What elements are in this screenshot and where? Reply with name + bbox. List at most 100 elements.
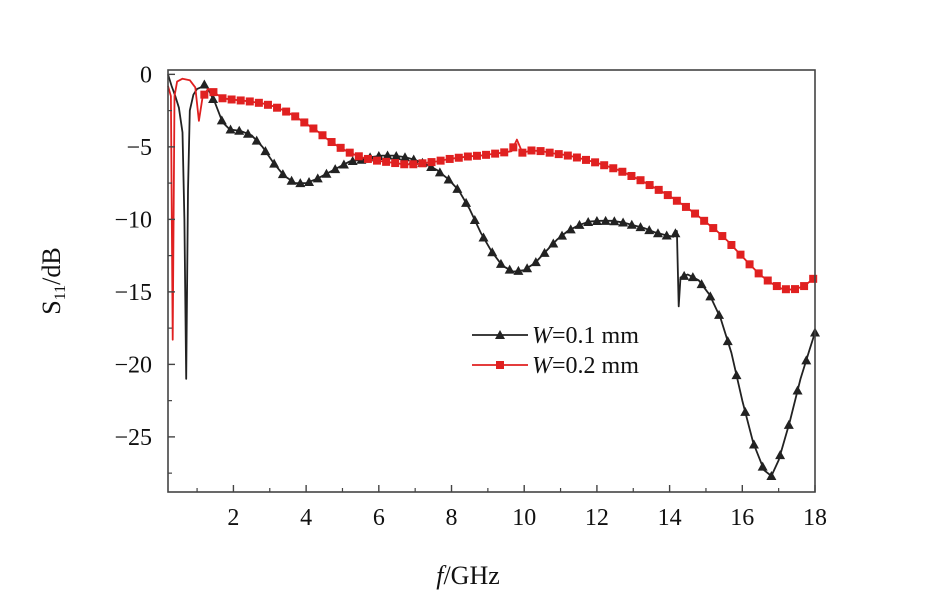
data-point (709, 224, 718, 233)
data-point (373, 156, 382, 165)
data-point (635, 222, 646, 232)
x-tick-label: 10 (512, 505, 536, 531)
data-point (600, 215, 611, 225)
data-point (527, 146, 536, 155)
data-point (443, 174, 454, 184)
data-point (548, 238, 559, 248)
data-point (663, 191, 672, 200)
data-point (545, 148, 554, 157)
data-point (763, 276, 772, 285)
data-point (539, 247, 550, 257)
data-point (618, 167, 627, 176)
x-axis-label: f/GHz (436, 561, 500, 590)
data-point (491, 149, 500, 158)
data-point (800, 282, 809, 291)
data-point (591, 158, 600, 167)
data-point (391, 159, 400, 168)
y-tick-label: −20 (114, 352, 152, 378)
data-point (382, 157, 391, 166)
legend-label-value: =0.2 mm (552, 353, 639, 379)
data-point (338, 159, 349, 169)
data-point (731, 370, 742, 380)
y-axis-label: S11/dB (37, 247, 69, 314)
data-point (504, 264, 515, 274)
data-point (218, 94, 227, 103)
data-point (781, 285, 790, 294)
series-2 (167, 77, 818, 341)
data-point (461, 197, 472, 207)
data-point (792, 385, 803, 395)
data-point (312, 173, 323, 183)
data-point (400, 160, 409, 169)
data-point (500, 148, 509, 157)
legend-label-value: =0.1 mm (552, 323, 639, 349)
data-point (626, 219, 637, 229)
data-point (482, 150, 491, 159)
series-layer (167, 74, 820, 481)
data-point (209, 88, 218, 97)
data-point (418, 159, 427, 168)
data-point (661, 230, 672, 240)
data-point (478, 232, 489, 242)
data-point (321, 168, 332, 178)
x-tick-label: 18 (803, 505, 827, 531)
data-point (775, 450, 786, 460)
data-point (644, 225, 655, 235)
data-point (522, 263, 533, 273)
data-point (687, 272, 698, 282)
data-point (652, 228, 663, 238)
data-point (736, 250, 745, 259)
data-point (600, 161, 609, 170)
data-point (740, 406, 751, 416)
x-tick-label: 4 (300, 505, 312, 531)
data-point (199, 79, 210, 89)
data-point (557, 230, 568, 240)
data-point (718, 232, 727, 241)
data-point (700, 216, 709, 225)
data-point (269, 158, 280, 168)
legend: W=0.1 mmW=0.2 mm (472, 323, 639, 379)
data-point (583, 217, 594, 227)
data-point (227, 95, 236, 104)
x-tick-label: 16 (730, 505, 754, 531)
data-point (513, 265, 524, 275)
data-point (745, 260, 754, 269)
axis-layer: 2 4 6 8 10 12 14 16 18 0 −5 −10 −15 −20 −25 (114, 62, 827, 531)
data-point (382, 150, 393, 160)
data-point (801, 355, 812, 365)
data-point (509, 143, 518, 152)
x-axis-label-var: f (436, 561, 447, 590)
data-point (354, 152, 363, 161)
data-point (772, 282, 781, 291)
data-point (563, 151, 572, 160)
data-point (654, 185, 663, 194)
data-point (574, 219, 585, 229)
data-point (345, 148, 354, 157)
data-point (572, 153, 581, 162)
data-point (679, 270, 690, 280)
y-tick-label: −10 (114, 207, 152, 233)
data-point (463, 152, 472, 161)
x-tick-label: 6 (373, 505, 385, 531)
data-point (291, 112, 300, 121)
x-axis-label-unit: /GHz (443, 561, 499, 590)
data-point (554, 150, 563, 159)
data-point (645, 181, 654, 190)
y-tick-label: −15 (114, 280, 152, 306)
data-point (705, 291, 716, 301)
data-point (565, 224, 576, 234)
data-point (309, 124, 318, 133)
y-tick-label: −25 (114, 425, 152, 451)
data-point (427, 158, 436, 167)
x-tick-label: 8 (446, 505, 458, 531)
legend-label: W=0.2 mm (532, 353, 639, 379)
data-point (399, 152, 410, 162)
data-point (245, 97, 254, 106)
data-point (330, 164, 341, 174)
data-point (609, 216, 620, 226)
data-point (722, 336, 733, 346)
data-point (318, 131, 327, 140)
data-point (591, 216, 602, 226)
data-point (216, 115, 227, 125)
